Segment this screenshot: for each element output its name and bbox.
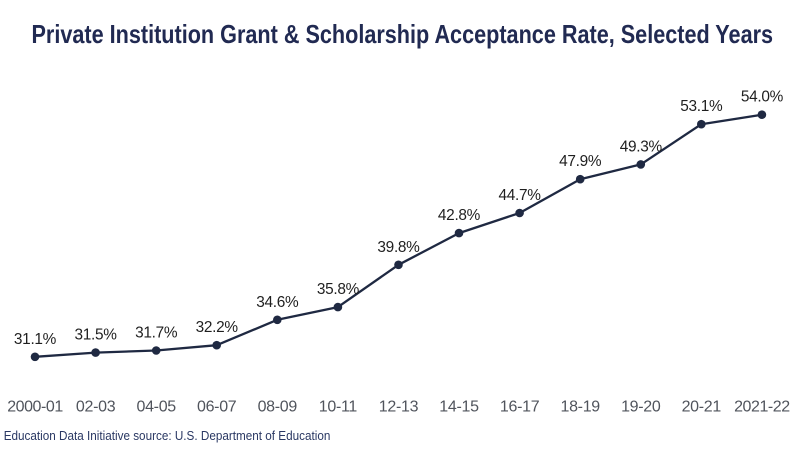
svg-text:44.7%: 44.7% <box>499 187 542 204</box>
svg-text:35.8%: 35.8% <box>317 281 360 298</box>
svg-text:2021-22: 2021-22 <box>734 399 790 416</box>
svg-text:54.0%: 54.0% <box>741 89 784 106</box>
svg-text:53.1%: 53.1% <box>680 98 723 115</box>
svg-text:39.8%: 39.8% <box>377 239 420 256</box>
svg-text:19-20: 19-20 <box>621 399 661 416</box>
svg-text:14-15: 14-15 <box>439 399 479 416</box>
svg-text:Private Institution Grant & Sc: Private Institution Grant & Scholarship … <box>32 20 774 49</box>
svg-text:31.5%: 31.5% <box>75 327 118 344</box>
svg-text:16-17: 16-17 <box>500 399 540 416</box>
svg-text:31.1%: 31.1% <box>14 331 57 348</box>
svg-text:10-11: 10-11 <box>319 399 358 416</box>
svg-text:20-21: 20-21 <box>682 399 722 416</box>
svg-text:31.7%: 31.7% <box>135 325 178 342</box>
svg-text:08-09: 08-09 <box>258 399 298 416</box>
svg-text:49.3%: 49.3% <box>620 138 663 155</box>
svg-text:2000-01: 2000-01 <box>7 399 63 416</box>
svg-text:Education Data Initiative sour: Education Data Initiative source: U.S. D… <box>4 429 331 444</box>
svg-text:47.9%: 47.9% <box>559 153 602 170</box>
svg-text:34.6%: 34.6% <box>256 294 299 311</box>
svg-text:12-13: 12-13 <box>379 399 419 416</box>
svg-text:04-05: 04-05 <box>136 399 176 416</box>
svg-text:02-03: 02-03 <box>76 399 116 416</box>
svg-text:42.8%: 42.8% <box>438 207 481 224</box>
svg-text:06-07: 06-07 <box>197 399 237 416</box>
svg-text:32.2%: 32.2% <box>196 319 239 336</box>
svg-text:18-19: 18-19 <box>560 399 600 416</box>
